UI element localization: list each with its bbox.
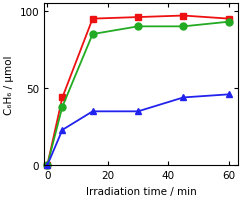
1.0 wt% [61, 97, 64, 99]
Y-axis label: C₆H₆ / μmol: C₆H₆ / μmol [4, 55, 14, 114]
1.0 wt% [136, 17, 139, 19]
0.1 wt% [46, 164, 49, 167]
X-axis label: Irradiation time / min: Irradiation time / min [86, 186, 197, 196]
0.5 wt% [182, 26, 185, 28]
1.0 wt% [182, 15, 185, 18]
0.1 wt% [61, 129, 64, 131]
0.5 wt% [227, 21, 230, 24]
Line: 0.5 wt%: 0.5 wt% [44, 19, 232, 169]
0.1 wt% [91, 111, 94, 113]
1.0 wt% [91, 18, 94, 21]
0.1 wt% [136, 111, 139, 113]
0.5 wt% [91, 34, 94, 36]
0.5 wt% [136, 26, 139, 28]
0.5 wt% [61, 106, 64, 108]
1.0 wt% [46, 164, 49, 167]
Line: 0.1 wt%: 0.1 wt% [44, 91, 232, 169]
0.1 wt% [182, 97, 185, 99]
0.5 wt% [46, 164, 49, 167]
Line: 1.0 wt%: 1.0 wt% [44, 13, 232, 169]
0.1 wt% [227, 94, 230, 96]
1.0 wt% [227, 18, 230, 21]
